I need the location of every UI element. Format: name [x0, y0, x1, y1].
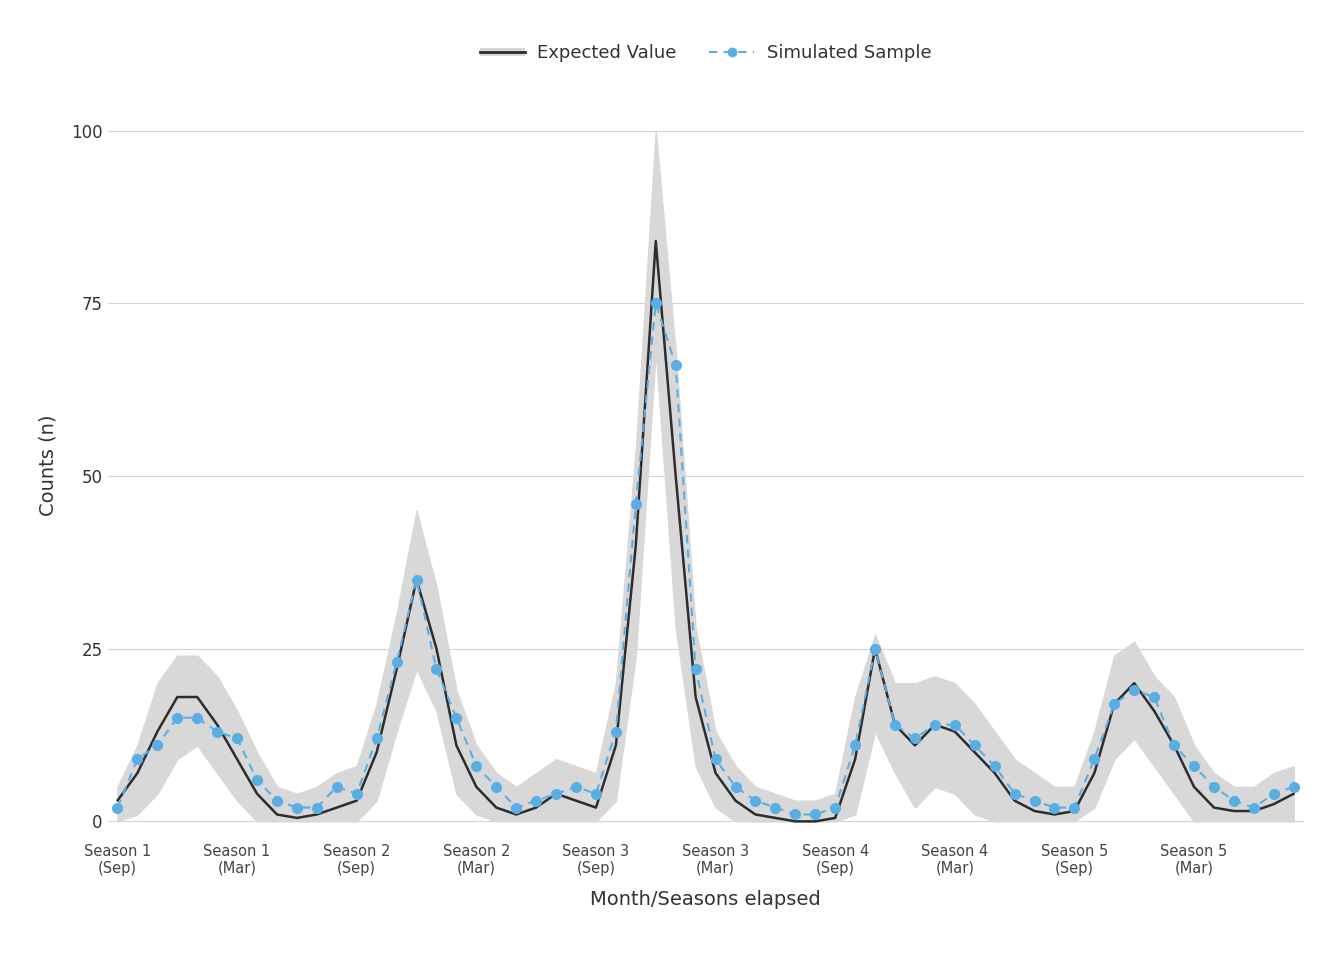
Legend: Expected Value, Simulated Sample: Expected Value, Simulated Sample — [472, 36, 939, 69]
Y-axis label: Counts (n): Counts (n) — [38, 415, 58, 516]
X-axis label: Month/Seasons elapsed: Month/Seasons elapsed — [590, 890, 821, 909]
